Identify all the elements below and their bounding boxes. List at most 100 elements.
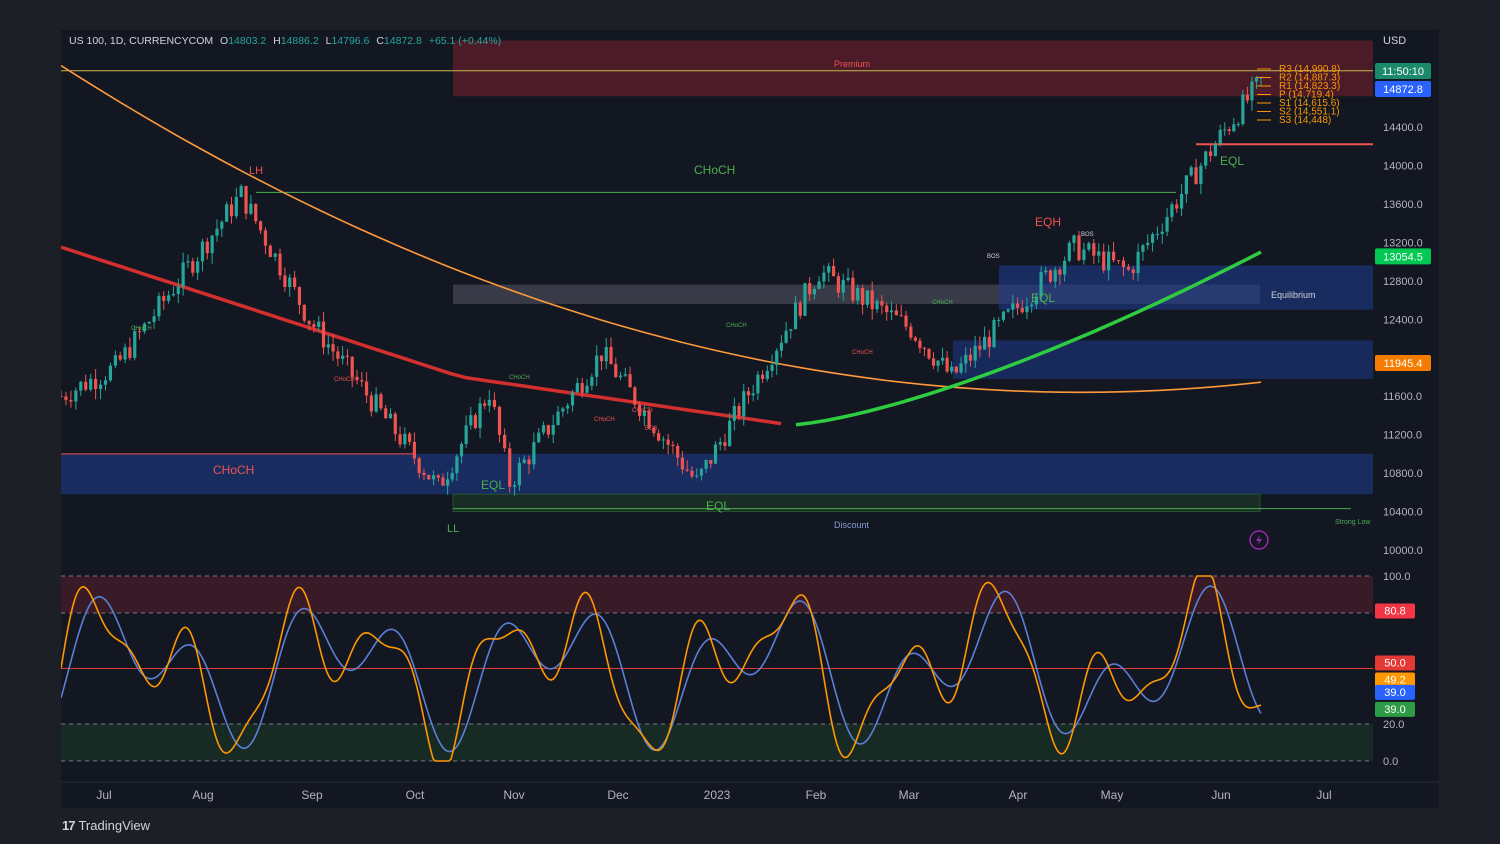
candle-body — [812, 288, 816, 295]
candle-body — [618, 375, 623, 378]
candle-body — [927, 348, 931, 359]
choch-small-3: CHoCH — [509, 375, 530, 381]
overbought-zone — [61, 576, 1373, 613]
candle-body — [94, 378, 98, 390]
candle-body — [666, 439, 670, 445]
candle-body — [1082, 249, 1086, 261]
candle-body — [379, 394, 383, 409]
candle-body — [775, 350, 779, 365]
osc-badge — [1375, 603, 1415, 619]
candle-body — [657, 433, 661, 441]
eql-jun-label: EQL — [1220, 154, 1244, 168]
candle-body — [595, 355, 599, 377]
candle-body — [162, 296, 166, 301]
candle-body — [614, 364, 618, 378]
candle-body — [205, 241, 209, 254]
candle-body — [403, 433, 407, 445]
candle-body — [176, 286, 180, 295]
candle-body — [317, 321, 321, 328]
candle-body — [865, 290, 869, 305]
candle-body — [637, 404, 642, 416]
candle-body — [899, 315, 903, 317]
candle-body — [954, 366, 958, 373]
candle-body — [113, 355, 117, 366]
candle-body — [541, 425, 546, 433]
candle-body — [64, 396, 68, 400]
candle-body — [436, 475, 440, 478]
candle-body — [181, 262, 185, 287]
candle-body — [1044, 270, 1048, 273]
choch-small-8: CHoCH — [632, 408, 653, 414]
chart-frame: Premium Discount Equilibrium Strong Low LH LL… — [59, 30, 1439, 808]
candle-body — [268, 245, 272, 257]
candle-body — [856, 288, 860, 301]
choch-small-6: CHoCH — [852, 350, 873, 356]
candle-body — [297, 287, 302, 305]
candle-body — [527, 459, 531, 465]
symbol-title: US 100, 1D, CURRENCYCOM O14803.2 H14886.… — [69, 35, 501, 47]
candle-body — [186, 261, 190, 263]
price-tick: 10000.0 — [1383, 545, 1423, 557]
pivot-label-2: R2 (14,887.3) — [1279, 73, 1340, 84]
candle-body — [566, 405, 570, 409]
candle-body — [973, 345, 977, 361]
ma-green — [795, 250, 1262, 427]
candle-body — [1034, 296, 1038, 305]
price-badge-text: 14872.8 — [1383, 84, 1423, 96]
candle-body — [398, 434, 402, 445]
price-axis[interactable]: USD 14400.0 14000.0 13600.0 13200.0 12800.0 1… — [1375, 35, 1431, 557]
candle-body — [1223, 129, 1227, 131]
candle-body — [732, 405, 736, 421]
smc-zones — [61, 40, 1373, 513]
candle-body — [798, 302, 802, 316]
premium-label: Premium — [834, 59, 870, 69]
price-tick: 12800.0 — [1383, 276, 1423, 288]
candle-body — [108, 365, 113, 381]
oversold-zone — [61, 724, 1373, 761]
chart-canvas[interactable]: Premium Discount Equilibrium Strong Low LH LL… — [59, 30, 1439, 808]
osc-badge — [1375, 701, 1415, 717]
time-axis[interactable]: Jul Aug Sep Oct Nov Dec 2023 Feb Mar Apr May Jun Jul — [61, 781, 1439, 802]
lightning-icon[interactable] — [1249, 530, 1269, 550]
pivot-label-3: R1 (14,823.3) — [1279, 81, 1340, 92]
candle-body — [441, 477, 445, 486]
candle-body — [913, 337, 917, 341]
time-tick: Nov — [503, 788, 524, 802]
candle-body — [1227, 129, 1231, 132]
candle-body — [147, 321, 151, 324]
candle-body — [532, 442, 536, 465]
candle-body — [723, 442, 727, 446]
strong-low-label: Strong Low — [1335, 519, 1371, 526]
oscillator-axis[interactable]: 100.020.00.080.850.049.239.039.0 — [60, 571, 1415, 768]
candle-body — [950, 366, 954, 372]
candle-body — [171, 294, 176, 296]
candle-body — [808, 283, 812, 295]
candle-body — [1189, 167, 1193, 176]
candle-body — [98, 384, 103, 390]
stoch-d-line — [60, 585, 1262, 753]
candle-body — [580, 383, 584, 393]
choch-small-2: CHoCH — [334, 377, 355, 383]
candle-body — [836, 276, 840, 293]
tradingview-logo[interactable]: 17 TradingView — [62, 818, 150, 833]
price-tick: 11600.0 — [1383, 391, 1422, 403]
candle-body — [483, 403, 487, 406]
candle-body — [292, 277, 297, 288]
candle-body — [74, 390, 78, 402]
candle-body — [704, 460, 708, 469]
candle-body — [784, 330, 788, 343]
price-tick: 11200.0 — [1383, 430, 1422, 442]
candle-body — [671, 444, 675, 446]
premium-zone — [453, 40, 1373, 97]
pivot-label-5: S1 (14,615.6) — [1279, 98, 1340, 109]
candle-body — [450, 473, 454, 480]
candle-body — [1030, 304, 1034, 307]
candle-body — [1058, 269, 1062, 275]
candle-body — [931, 358, 936, 366]
candle-body — [1063, 260, 1067, 275]
price-badge-text: 11:50:10 — [1382, 66, 1424, 78]
candle-body — [364, 381, 369, 396]
candle-body — [904, 315, 908, 327]
candle-body — [590, 376, 594, 386]
time-tick: Oct — [406, 788, 425, 802]
